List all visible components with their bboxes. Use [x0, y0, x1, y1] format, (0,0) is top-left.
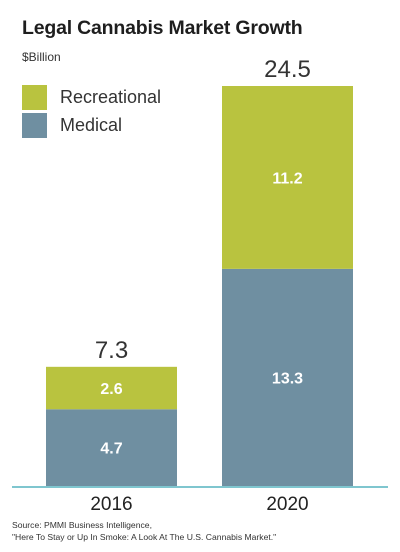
source-line-1: Source: PMMI Business Intelligence,	[12, 520, 152, 530]
source-note: Source: PMMI Business Intelligence, "Her…	[12, 519, 276, 543]
legend-swatch-medical	[22, 112, 47, 138]
unit-label: $Billion	[22, 50, 61, 64]
source-line-2: "Here To Stay or Up In Smoke: A Look At …	[12, 532, 277, 542]
x-tick-2020: 2020	[266, 494, 308, 515]
x-tick-group: 2016 2020	[90, 494, 308, 515]
value-label-recreational-2016: 2.6	[100, 381, 122, 398]
bar-recreational-2016	[46, 366, 177, 410]
label-group: 4.7 2.6 7.3 13.3 11.2 24.5	[95, 56, 311, 458]
legend-label-recreational: Recreational	[60, 86, 162, 107]
x-tick-2016: 2016	[90, 494, 132, 515]
legend-item-recreational: Recreational	[22, 83, 161, 111]
bar-medical-2020	[222, 268, 353, 486]
total-label-2016: 7.3	[95, 337, 128, 364]
value-label-medical-2016: 4.7	[100, 441, 122, 458]
bar-recreational-2020	[222, 86, 353, 269]
chart-title: Legal Cannabis Market Growth	[22, 17, 303, 39]
bar-medical-2016	[46, 409, 177, 486]
legend-label-medical: Medical	[60, 114, 123, 135]
legend-swatch-recreational	[22, 84, 47, 110]
value-label-recreational-2020: 11.2	[272, 170, 302, 187]
value-label-medical-2020: 13.3	[272, 370, 303, 387]
legend-item-medical: Medical	[22, 111, 122, 139]
bar-group	[46, 86, 353, 486]
total-label-2020: 24.5	[264, 56, 311, 83]
